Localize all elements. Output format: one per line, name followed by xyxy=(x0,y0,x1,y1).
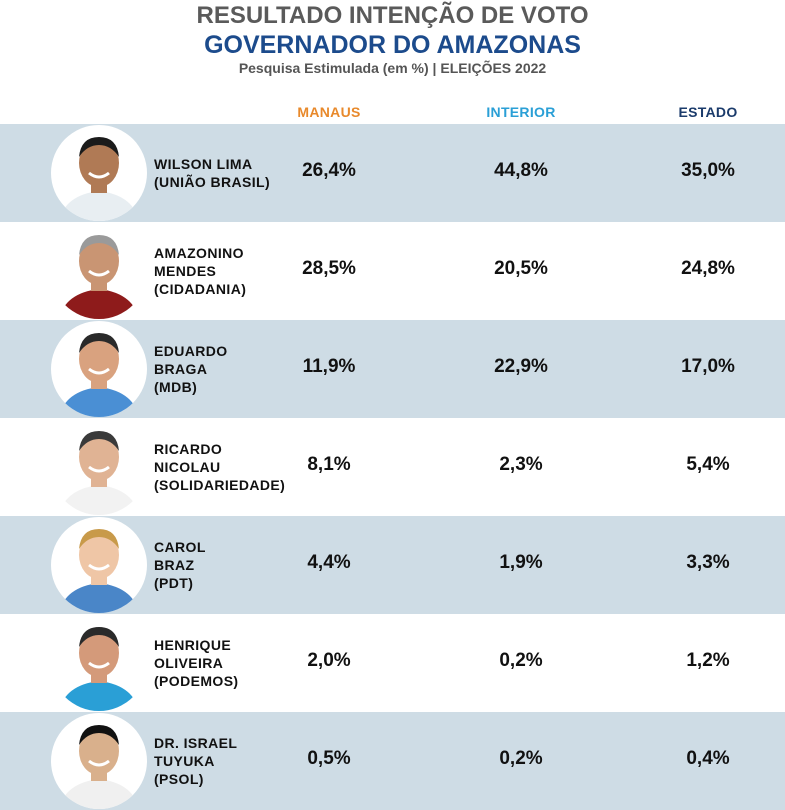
column-header: INTERIOR xyxy=(486,104,556,120)
name-line: BRAZ xyxy=(154,557,195,573)
table-row: WILSON LIMA (UNIÃO BRASIL) 26,4% 44,8% 35,0% xyxy=(0,124,785,222)
name-line: (PDT) xyxy=(154,575,194,591)
vote-value: 0,4% xyxy=(686,748,730,769)
vote-value: 22,9% xyxy=(494,356,548,377)
name-line: (PSOL) xyxy=(154,771,204,787)
name-line: BRAGA xyxy=(154,361,208,377)
vote-value: 2,0% xyxy=(307,650,351,671)
note: Pesquisa Estimulada (em %) | ELEIÇÕES 20… xyxy=(238,60,547,76)
vote-value: 35,0% xyxy=(681,160,735,181)
candidate-name: DR. ISRAEL TUYUKA (PSOL) xyxy=(154,734,237,788)
vote-value: 2,3% xyxy=(499,454,543,475)
column-header: MANAUS xyxy=(297,104,361,120)
name-line: RICARDO xyxy=(154,441,223,457)
name-line: OLIVEIRA xyxy=(154,655,224,671)
vote-value: 5,4% xyxy=(686,454,730,475)
subtitle: GOVERNADOR DO AMAZONAS xyxy=(204,31,581,59)
vote-value: 3,3% xyxy=(686,552,730,573)
name-line: DR. ISRAEL xyxy=(154,735,238,751)
vote-value: 11,9% xyxy=(302,356,356,377)
candidate-photo xyxy=(51,125,147,221)
vote-value: 0,2% xyxy=(499,650,543,671)
vote-value: 20,5% xyxy=(494,258,548,279)
candidate-photo xyxy=(51,223,147,319)
candidate-name: RICARDO NICOLAU (SOLIDARIEDADE) xyxy=(154,440,285,494)
candidate-photo xyxy=(51,615,147,711)
name-line: MENDES xyxy=(154,263,217,279)
vote-value: 28,5% xyxy=(302,258,356,279)
vote-value: 17,0% xyxy=(681,356,735,377)
name-line: (MDB) xyxy=(154,379,198,395)
name-line: NICOLAU xyxy=(154,459,221,475)
vote-value: 24,8% xyxy=(681,258,735,279)
table-row: EDUARDO BRAGA (MDB) 11,9% 22,9% 17,0% xyxy=(0,320,785,418)
candidate-photo xyxy=(51,713,147,809)
candidate-name: EDUARDO BRAGA (MDB) xyxy=(154,342,228,396)
column-header: ESTADO xyxy=(678,104,738,120)
table-row: RICARDO NICOLAU (SOLIDARIEDADE) 8,1% 2,3% 5,4… xyxy=(0,418,785,516)
table-row: HENRIQUE OLIVEIRA (PODEMOS) 2,0% 0,2% 1,2% xyxy=(0,614,785,712)
name-line: (UNIÃO BRASIL) xyxy=(154,174,271,190)
name-line: AMAZONINO xyxy=(154,245,244,261)
vote-value: 0,2% xyxy=(499,748,543,769)
vote-value: 1,9% xyxy=(499,552,543,573)
name-line: WILSON LIMA xyxy=(154,156,253,172)
name-line: CAROL xyxy=(154,539,206,555)
vote-value: 8,1% xyxy=(307,454,351,475)
name-line: (CIDADANIA) xyxy=(154,281,247,297)
name-line: EDUARDO xyxy=(154,343,228,359)
name-line: TUYUKA xyxy=(154,753,215,769)
name-line: (SOLIDARIEDADE) xyxy=(154,477,286,493)
candidate-name: HENRIQUE OLIVEIRA (PODEMOS) xyxy=(154,636,239,690)
table-row: AMAZONINO MENDES (CIDADANIA) 28,5% 20,5% 24,8… xyxy=(0,222,785,320)
name-line: (PODEMOS) xyxy=(154,673,239,689)
candidate-photo xyxy=(51,517,147,613)
table-row: DR. ISRAEL TUYUKA (PSOL) 0,5% 0,2% 0,4% xyxy=(0,712,785,810)
name-line: HENRIQUE xyxy=(154,637,232,653)
table-row: CAROL BRAZ (PDT) 4,4% 1,9% 3,3% xyxy=(0,516,785,614)
candidate-photo xyxy=(51,321,147,417)
vote-value: 44,8% xyxy=(494,160,548,181)
vote-value: 26,4% xyxy=(302,160,356,181)
vote-value: 0,5% xyxy=(307,748,351,769)
vote-value: 1,2% xyxy=(686,650,730,671)
title: RESULTADO INTENÇÃO DE VOTO xyxy=(196,2,589,29)
vote-value: 4,4% xyxy=(307,552,351,573)
candidate-name: AMAZONINO MENDES (CIDADANIA) xyxy=(154,244,246,298)
candidate-name: WILSON LIMA (UNIÃO BRASIL) xyxy=(154,155,270,191)
candidate-photo xyxy=(51,419,147,515)
candidate-name: CAROL BRAZ (PDT) xyxy=(154,538,206,592)
